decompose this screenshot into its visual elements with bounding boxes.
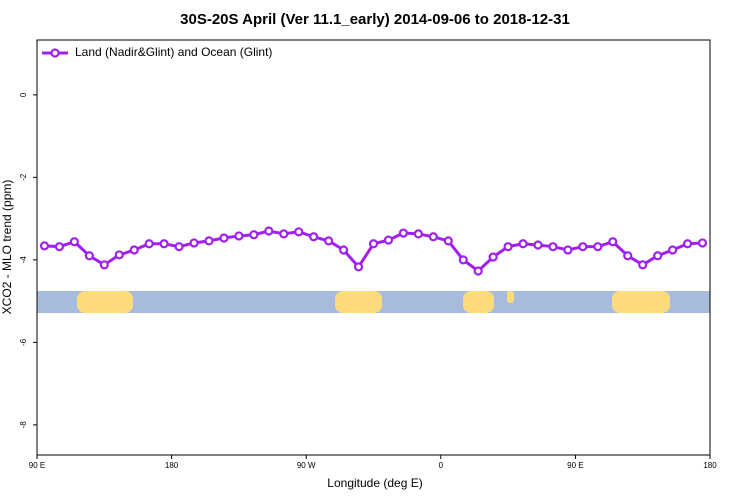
data-point [697,238,708,248]
data-point [129,245,139,255]
data-point [294,227,304,237]
y-tick-label: -4 [19,256,28,264]
data-point [353,262,364,272]
data-point [443,236,453,246]
land [463,291,494,313]
data-point [174,242,184,252]
land-ocean-band [37,291,710,313]
x-tick-label: 90 W [297,461,316,470]
land [507,291,514,303]
data-point [623,251,633,261]
data-point [54,242,65,252]
data-point [578,242,588,252]
y-tick-label: -2 [19,173,28,181]
data-point [144,239,154,249]
data-point [39,241,50,251]
data-point [398,228,409,238]
chart-title: 30S-20S April (Ver 11.1_early) 2014-09-0… [180,11,570,28]
land [612,291,670,313]
data-point [518,239,528,249]
x-tick-label: 90 E [567,461,583,470]
data-point [114,250,124,260]
data-point [608,237,618,247]
data-point [279,229,289,239]
data-point [204,236,214,246]
y-tick-label: -6 [19,338,28,346]
data-point [413,229,423,239]
y-tick-label: 0 [19,92,28,97]
data-point [84,251,94,261]
data-point [309,232,319,242]
y-axis-label: XCO2 - MLO trend (ppm) [0,180,14,315]
plot-frame [36,39,711,456]
x-tick-label: 180 [703,461,717,470]
data-point [488,252,498,262]
data-point [189,238,199,248]
data-point [99,260,109,270]
data-point [338,245,349,255]
data-point [458,255,468,265]
x-tick-label: 180 [165,461,179,470]
land [77,291,133,313]
data-point [548,242,558,252]
data-point [234,231,244,241]
data-point [249,230,259,240]
x-tick-label: 0 [439,461,444,470]
y-tick-label: -8 [19,421,28,429]
legend-label: Land (Nadir&Glint) and Ocean (Glint) [75,45,272,59]
land [335,291,382,313]
x-axis-label: Longitude (deg E) [327,476,422,490]
x-tick-label: 90 E [29,461,45,470]
data-point [159,239,169,249]
legend-marker [50,48,60,58]
data-line [44,229,703,273]
data-point [503,242,513,252]
data-point [668,245,678,255]
data-point [533,240,543,250]
data-point [69,237,79,247]
data-point [563,245,573,255]
data-point [593,242,603,252]
data-point [264,226,274,236]
data-point [324,236,334,246]
data-point [368,239,379,249]
data-point [653,251,663,261]
data-point [383,235,394,245]
data-point [428,232,438,242]
data-point [638,260,648,270]
data-point [219,233,229,243]
data-point [473,266,483,276]
data-point [682,239,693,249]
